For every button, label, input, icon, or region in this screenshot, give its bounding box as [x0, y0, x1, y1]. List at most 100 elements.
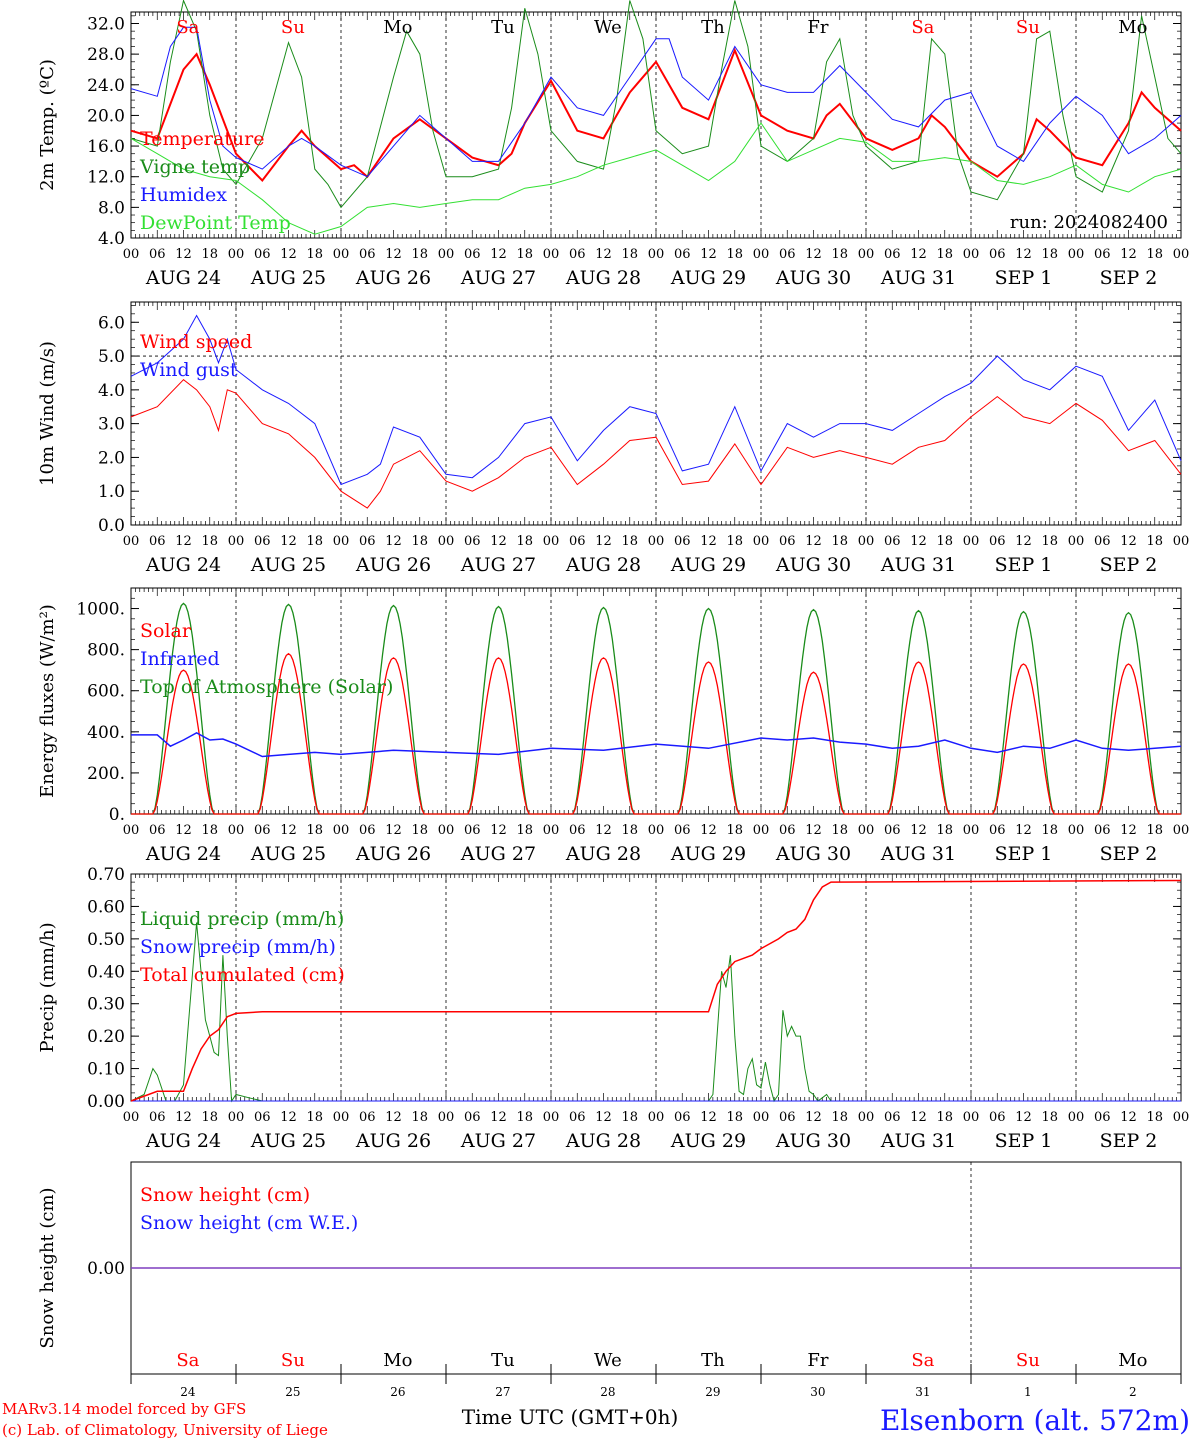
hour-tick-label: 18: [936, 534, 953, 549]
legend-item: Temperature: [140, 128, 264, 150]
legend-item: Vigne temp: [139, 156, 250, 178]
hour-tick-label: 18: [201, 247, 218, 262]
hour-tick-label: 12: [700, 1110, 717, 1125]
hour-tick-label: 12: [910, 823, 927, 838]
weekday-label: Th: [701, 17, 725, 38]
date-label: AUG 29: [670, 843, 746, 865]
hour-tick-label: 12: [175, 247, 192, 262]
y-tick-label: 8.0: [98, 198, 125, 218]
date-label: AUG 24: [145, 1130, 221, 1152]
hour-tick-label: 06: [1094, 823, 1111, 838]
hour-tick-label: 18: [936, 247, 953, 262]
hour-tick-label: 06: [569, 823, 586, 838]
y-axis-label: 2m Temp. (ºC): [37, 59, 58, 191]
hour-tick-label: 06: [1094, 1110, 1111, 1125]
weekday-label: Fr: [807, 1350, 828, 1371]
legend-item: Infrared: [140, 648, 220, 670]
date-label: AUG 30: [775, 843, 851, 865]
hour-tick-label: 06: [674, 534, 691, 549]
y-tick-label: 3.0: [98, 415, 125, 435]
weekday-label: Mo: [383, 1350, 412, 1371]
hour-tick-label: 06: [989, 534, 1006, 549]
weekday-label: Mo: [383, 17, 412, 38]
hour-tick-label: 06: [884, 247, 901, 262]
y-axis-label: 10m Wind (m/s): [37, 341, 58, 486]
hour-tick-label: 12: [385, 823, 402, 838]
weekday-label: Sa: [911, 1350, 934, 1371]
hour-tick-label: 00: [648, 534, 665, 549]
y-tick-label: 0.00: [87, 1092, 125, 1112]
hour-tick-label: 00: [333, 1110, 350, 1125]
hour-tick-label: 12: [490, 534, 507, 549]
hour-tick-label: 00: [858, 823, 875, 838]
y-axis-label: Precip (mm/h): [37, 922, 58, 1052]
hour-tick-label: 06: [989, 823, 1006, 838]
weekday-label: Tu: [491, 1350, 515, 1371]
hour-tick-label: 12: [1015, 534, 1032, 549]
hour-tick-label: 00: [228, 1110, 245, 1125]
hour-tick-label: 18: [621, 534, 638, 549]
hour-tick-label: 12: [280, 534, 297, 549]
credit-line-2: (c) Lab. of Climatology, University of L…: [2, 1421, 328, 1439]
hour-tick-label: 12: [595, 534, 612, 549]
date-label: AUG 28: [565, 843, 641, 865]
hour-tick-label: 12: [700, 247, 717, 262]
y-tick-label: 200.: [87, 764, 125, 784]
hour-tick-label: 00: [963, 247, 980, 262]
hour-tick-label: 18: [1146, 1110, 1163, 1125]
hour-tick-label: 12: [385, 1110, 402, 1125]
hour-tick-label: 06: [674, 823, 691, 838]
hour-tick-label: 00: [438, 823, 455, 838]
y-tick-label: 0.00: [87, 1259, 125, 1279]
hour-tick-label: 00: [1068, 823, 1085, 838]
panel-energy: 0. 200. 400. 600. 800. 1000. Energy fluxes (W/…: [37, 587, 1189, 865]
hour-tick-label: 18: [621, 247, 638, 262]
date-label: SEP 1: [995, 1130, 1053, 1152]
hour-tick-label: 06: [254, 823, 271, 838]
y-tick-label: 0.60: [87, 897, 125, 917]
hour-tick-label: 06: [1094, 247, 1111, 262]
weekday-label: We: [594, 17, 622, 38]
y-axis-label: Energy fluxes (W/m²): [37, 604, 58, 798]
y-tick-label: 6.0: [98, 313, 125, 333]
hour-tick-label: 00: [858, 534, 875, 549]
hour-tick-label: 12: [385, 247, 402, 262]
hour-tick-label: 00: [438, 534, 455, 549]
y-tick-label: 1000.: [76, 600, 125, 620]
hour-tick-label: 06: [359, 534, 376, 549]
hour-tick-label: 12: [1015, 247, 1032, 262]
hour-tick-label: 18: [1041, 247, 1058, 262]
date-label: AUG 29: [670, 1130, 746, 1152]
hour-tick-label: 06: [779, 534, 796, 549]
series-line-wind-speed: [130, 379, 1182, 509]
date-label: SEP 1: [995, 554, 1053, 576]
hour-tick-label: 00: [753, 247, 770, 262]
date-label: AUG 30: [775, 1130, 851, 1152]
hour-tick-label: 00: [753, 1110, 770, 1125]
date-label: AUG 28: [565, 1130, 641, 1152]
hour-tick-label: 00: [228, 247, 245, 262]
run-label: run: 2024082400: [1010, 212, 1168, 233]
hour-tick-label: 18: [1041, 534, 1058, 549]
hour-tick-label: 06: [464, 1110, 481, 1125]
y-tick-label: 1.0: [98, 482, 125, 502]
hour-tick-label: 12: [1120, 247, 1137, 262]
hour-tick-label: 12: [490, 823, 507, 838]
hour-tick-label: 00: [648, 247, 665, 262]
weekday-label: Mo: [1118, 17, 1147, 38]
hour-tick-label: 00: [123, 1110, 140, 1125]
legend-item: Wind speed: [140, 331, 252, 353]
hour-tick-label: 18: [306, 247, 323, 262]
y-tick-label: 12.0: [87, 168, 125, 188]
series-line-total-cumulated-cm-: [130, 879, 1182, 1102]
hour-tick-label: 00: [858, 247, 875, 262]
day-number-label: 26: [390, 1385, 405, 1399]
hour-tick-label: 06: [254, 534, 271, 549]
y-tick-label: 5.0: [98, 347, 125, 367]
y-tick-label: 0.30: [87, 995, 125, 1015]
hour-tick-label: 12: [805, 247, 822, 262]
hour-tick-label: 00: [1173, 1110, 1190, 1125]
hour-tick-label: 12: [1120, 823, 1137, 838]
day-number-label: 2: [1129, 1385, 1137, 1399]
series-line-temperature: [130, 47, 1182, 183]
